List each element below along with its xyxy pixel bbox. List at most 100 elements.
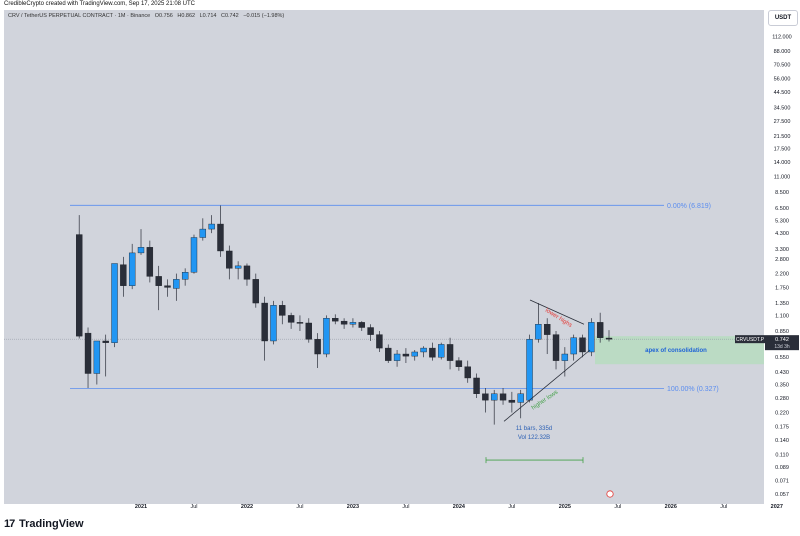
event-marker-icon[interactable]: [606, 490, 614, 498]
candle-bear[interactable]: [252, 279, 260, 304]
candle-bear[interactable]: [164, 285, 171, 288]
candle-bear[interactable]: [84, 332, 92, 374]
candle-bear[interactable]: [376, 334, 383, 349]
candle-bear[interactable]: [579, 337, 586, 353]
y-tick-label: 0.057: [775, 492, 789, 498]
candle-bear[interactable]: [340, 320, 348, 325]
y-tick-label: 44.500: [774, 90, 791, 96]
candle-bull[interactable]: [323, 318, 330, 355]
x-tick-label: 2022: [241, 504, 253, 510]
x-tick-label: Jul: [720, 504, 727, 510]
candle-bear[interactable]: [429, 347, 436, 358]
candle-bear[interactable]: [455, 360, 463, 367]
candle-bear[interactable]: [243, 265, 251, 280]
y-tick-label: 2.800: [775, 257, 789, 263]
currency-button[interactable]: USDT: [768, 10, 798, 26]
candle-bear[interactable]: [552, 334, 560, 361]
symbol-info: CRV / TetherUS PERPETUAL CONTRACT · 1M ·…: [8, 13, 284, 19]
x-tick-label: 2027: [771, 504, 783, 510]
candle-bull[interactable]: [411, 351, 418, 357]
candle-bull[interactable]: [199, 228, 207, 238]
candle-bear[interactable]: [120, 264, 127, 286]
y-tick-label: 3.300: [775, 247, 789, 253]
candle-bull[interactable]: [234, 265, 242, 269]
candle-bull[interactable]: [173, 279, 180, 289]
higher-lows-trendline[interactable]: [503, 349, 591, 422]
candle-bear[interactable]: [464, 366, 471, 379]
price-chart[interactable]: 0.00% (6.819) 100.00% (0.327) apex of con…: [0, 0, 800, 512]
x-tick-label: 2023: [347, 504, 359, 510]
candle-bull[interactable]: [349, 322, 357, 325]
candle-bull[interactable]: [526, 339, 533, 401]
candle-bear[interactable]: [446, 344, 454, 361]
candle-bear[interactable]: [543, 324, 551, 335]
candle-bull[interactable]: [270, 305, 277, 342]
candle-bear[interactable]: [217, 223, 224, 252]
y-tick-label: 27.500: [774, 119, 791, 125]
apex-label: apex of consolidation: [645, 348, 707, 354]
candle-bull[interactable]: [393, 353, 401, 361]
candle-bull[interactable]: [561, 353, 569, 361]
y-tick-label: 56.000: [774, 76, 791, 82]
x-tick-label: Jul: [296, 504, 303, 510]
y-tick-label: 1.750: [775, 285, 789, 291]
candle-bull[interactable]: [420, 347, 427, 353]
candle-bear[interactable]: [102, 340, 109, 343]
candle-bull[interactable]: [438, 344, 445, 358]
candle-bull[interactable]: [535, 324, 542, 340]
tradingview-logo-icon: 17: [4, 518, 15, 530]
candle-bear[interactable]: [358, 322, 365, 328]
lower-highs-trendline[interactable]: [529, 299, 585, 325]
candle-bull[interactable]: [208, 223, 215, 230]
y-tick-label: 21.500: [774, 134, 791, 140]
bottom-bar: 17 TradingView: [0, 512, 800, 536]
tradingview-logo[interactable]: 17 TradingView: [4, 518, 84, 530]
y-tick-label: 112.000: [772, 34, 791, 40]
candle-bear[interactable]: [287, 315, 295, 323]
candle-bear[interactable]: [226, 250, 233, 269]
price-axis-background: [764, 10, 800, 504]
candle-bull[interactable]: [93, 340, 101, 374]
y-tick-label: 4.300: [775, 231, 789, 237]
candle-bear[interactable]: [146, 247, 154, 277]
candle-bull[interactable]: [190, 237, 198, 273]
candle-bull[interactable]: [128, 252, 136, 286]
candle-bear[interactable]: [261, 302, 268, 342]
candle-bear[interactable]: [279, 305, 286, 316]
candle-bear[interactable]: [473, 377, 480, 394]
candle-bull[interactable]: [137, 247, 145, 254]
candle-bear[interactable]: [332, 318, 339, 322]
y-tick-label: 17.500: [774, 146, 791, 152]
x-tick-label: 2025: [559, 504, 571, 510]
candle-bull[interactable]: [181, 272, 189, 280]
candle-bear[interactable]: [155, 276, 162, 286]
candle-bear[interactable]: [75, 234, 83, 337]
x-tick-label: Jul: [508, 504, 515, 510]
candle-bear[interactable]: [296, 322, 304, 324]
candle-bear[interactable]: [605, 337, 613, 340]
price-tag-countdown: 13d 3h: [774, 344, 790, 350]
y-tick-label: 0.350: [775, 382, 789, 388]
candle-bull[interactable]: [588, 322, 595, 353]
ohlc-high: H0.862: [177, 13, 196, 19]
candle-bull[interactable]: [111, 263, 118, 343]
candle-bear[interactable]: [314, 339, 321, 355]
y-tick-label: 0.089: [775, 465, 789, 471]
x-tick-label: Jul: [402, 504, 409, 510]
candle-bear[interactable]: [305, 322, 312, 340]
candle-bear[interactable]: [367, 327, 374, 335]
candle-bull[interactable]: [570, 337, 577, 355]
y-tick-label: 0.175: [775, 424, 789, 430]
candle-bear[interactable]: [508, 399, 516, 403]
candle-bull[interactable]: [517, 393, 524, 403]
candle-bear[interactable]: [402, 353, 410, 357]
ohlc-close: C0.742: [220, 13, 239, 19]
symbol-tag-label: CRVUSDT.P: [736, 337, 765, 343]
candle-bull[interactable]: [491, 393, 498, 401]
y-tick-label: 0.140: [775, 438, 789, 444]
symbol-tag: [735, 335, 765, 344]
candle-bear[interactable]: [482, 393, 489, 401]
candle-bear[interactable]: [499, 393, 507, 401]
candle-bear[interactable]: [385, 347, 392, 361]
candle-bear[interactable]: [596, 322, 604, 338]
